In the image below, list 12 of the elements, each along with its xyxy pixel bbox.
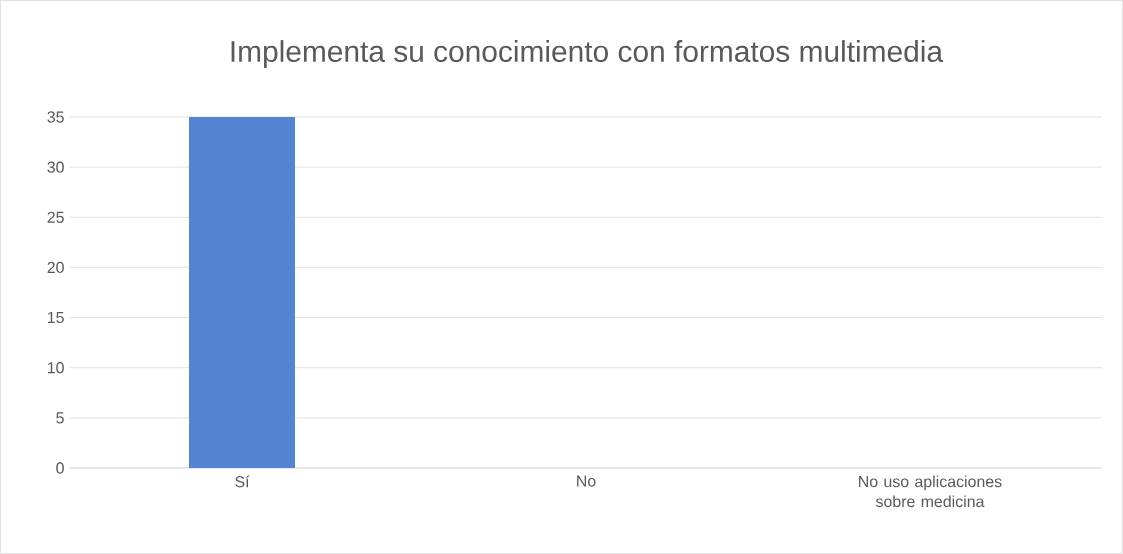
y-tick-label: 30 [47,161,64,173]
chart-title: Implementa su conocimiento con formatos multimedia [231,40,944,68]
y-tick-label: 20 [47,261,64,274]
y-tick-label: 25 [47,211,64,223]
y-tick-label: 0 [56,462,64,474]
y-tick-label: 5 [56,412,64,424]
y-tick-label: 35 [47,111,64,123]
x-tick-label: Sí [235,475,250,488]
y-tick-label: 15 [47,311,64,324]
x-tick-label: No uso aplicaciones sobre medicina [859,475,1002,508]
y-tick-label: 10 [47,362,64,374]
x-tick-label: No [577,475,596,487]
